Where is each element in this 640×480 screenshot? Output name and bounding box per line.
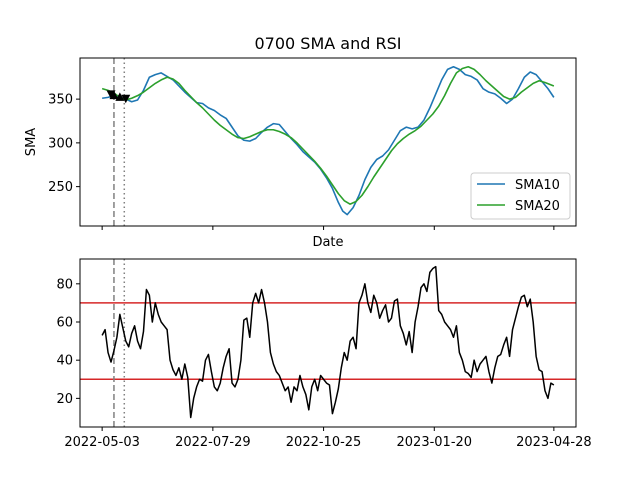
- rsi-xtick-label: 2022-07-29: [175, 435, 251, 450]
- rsi-ytick-label: 40: [56, 354, 73, 369]
- sma-ytick-label: 350: [48, 93, 73, 108]
- rsi-plot-area: [80, 259, 576, 427]
- sma-ytick-label: 250: [48, 180, 73, 195]
- rsi-ytick-label: 60: [56, 316, 73, 331]
- legend: SMA10 SMA20: [470, 172, 571, 220]
- rsi-xtick-label: 2022-05-03: [64, 435, 140, 450]
- sell-marker: [121, 94, 131, 104]
- series-line-sma10: [102, 65, 555, 216]
- sma-panel: 0700 SMA and RSI 250 300 350 SMA Date SMA1…: [24, 34, 577, 250]
- series-line-sma20: [101, 65, 555, 205]
- chart-title: 0700 SMA and RSI: [255, 34, 402, 53]
- sell-marker: [106, 90, 116, 99]
- buy-marker: [115, 92, 125, 101]
- sma-ytick-label: 300: [48, 136, 73, 151]
- legend-label-sma10: SMA10: [515, 178, 560, 193]
- rsi-axes-frame: [79, 258, 577, 428]
- series-line-rsi: [101, 265, 555, 419]
- rsi-y-ticks: 20 40 60 80: [56, 277, 80, 407]
- sma-x-ticks: [101, 226, 555, 230]
- rsi-xtick-label: 2022-10-25: [286, 435, 362, 450]
- sma-x-axis-label: Date: [312, 235, 343, 250]
- legend-label-sma20: SMA20: [515, 199, 560, 214]
- rsi-x-ticks: 2022-05-03 2022-07-29 2022-10-25 2023-01-20…: [64, 427, 592, 450]
- rsi-ytick-label: 20: [56, 392, 73, 407]
- rsi-xtick-label: 2023-04-28: [516, 435, 592, 450]
- sma-y-axis-label: SMA: [24, 128, 39, 156]
- sma-axes-frame: [79, 57, 577, 227]
- rsi-ytick-label: 80: [56, 277, 73, 292]
- sma-plot-area: [101, 58, 555, 226]
- sma-y-ticks: 250 300 350: [48, 93, 80, 195]
- rsi-xtick-label: 2023-01-20: [397, 435, 473, 450]
